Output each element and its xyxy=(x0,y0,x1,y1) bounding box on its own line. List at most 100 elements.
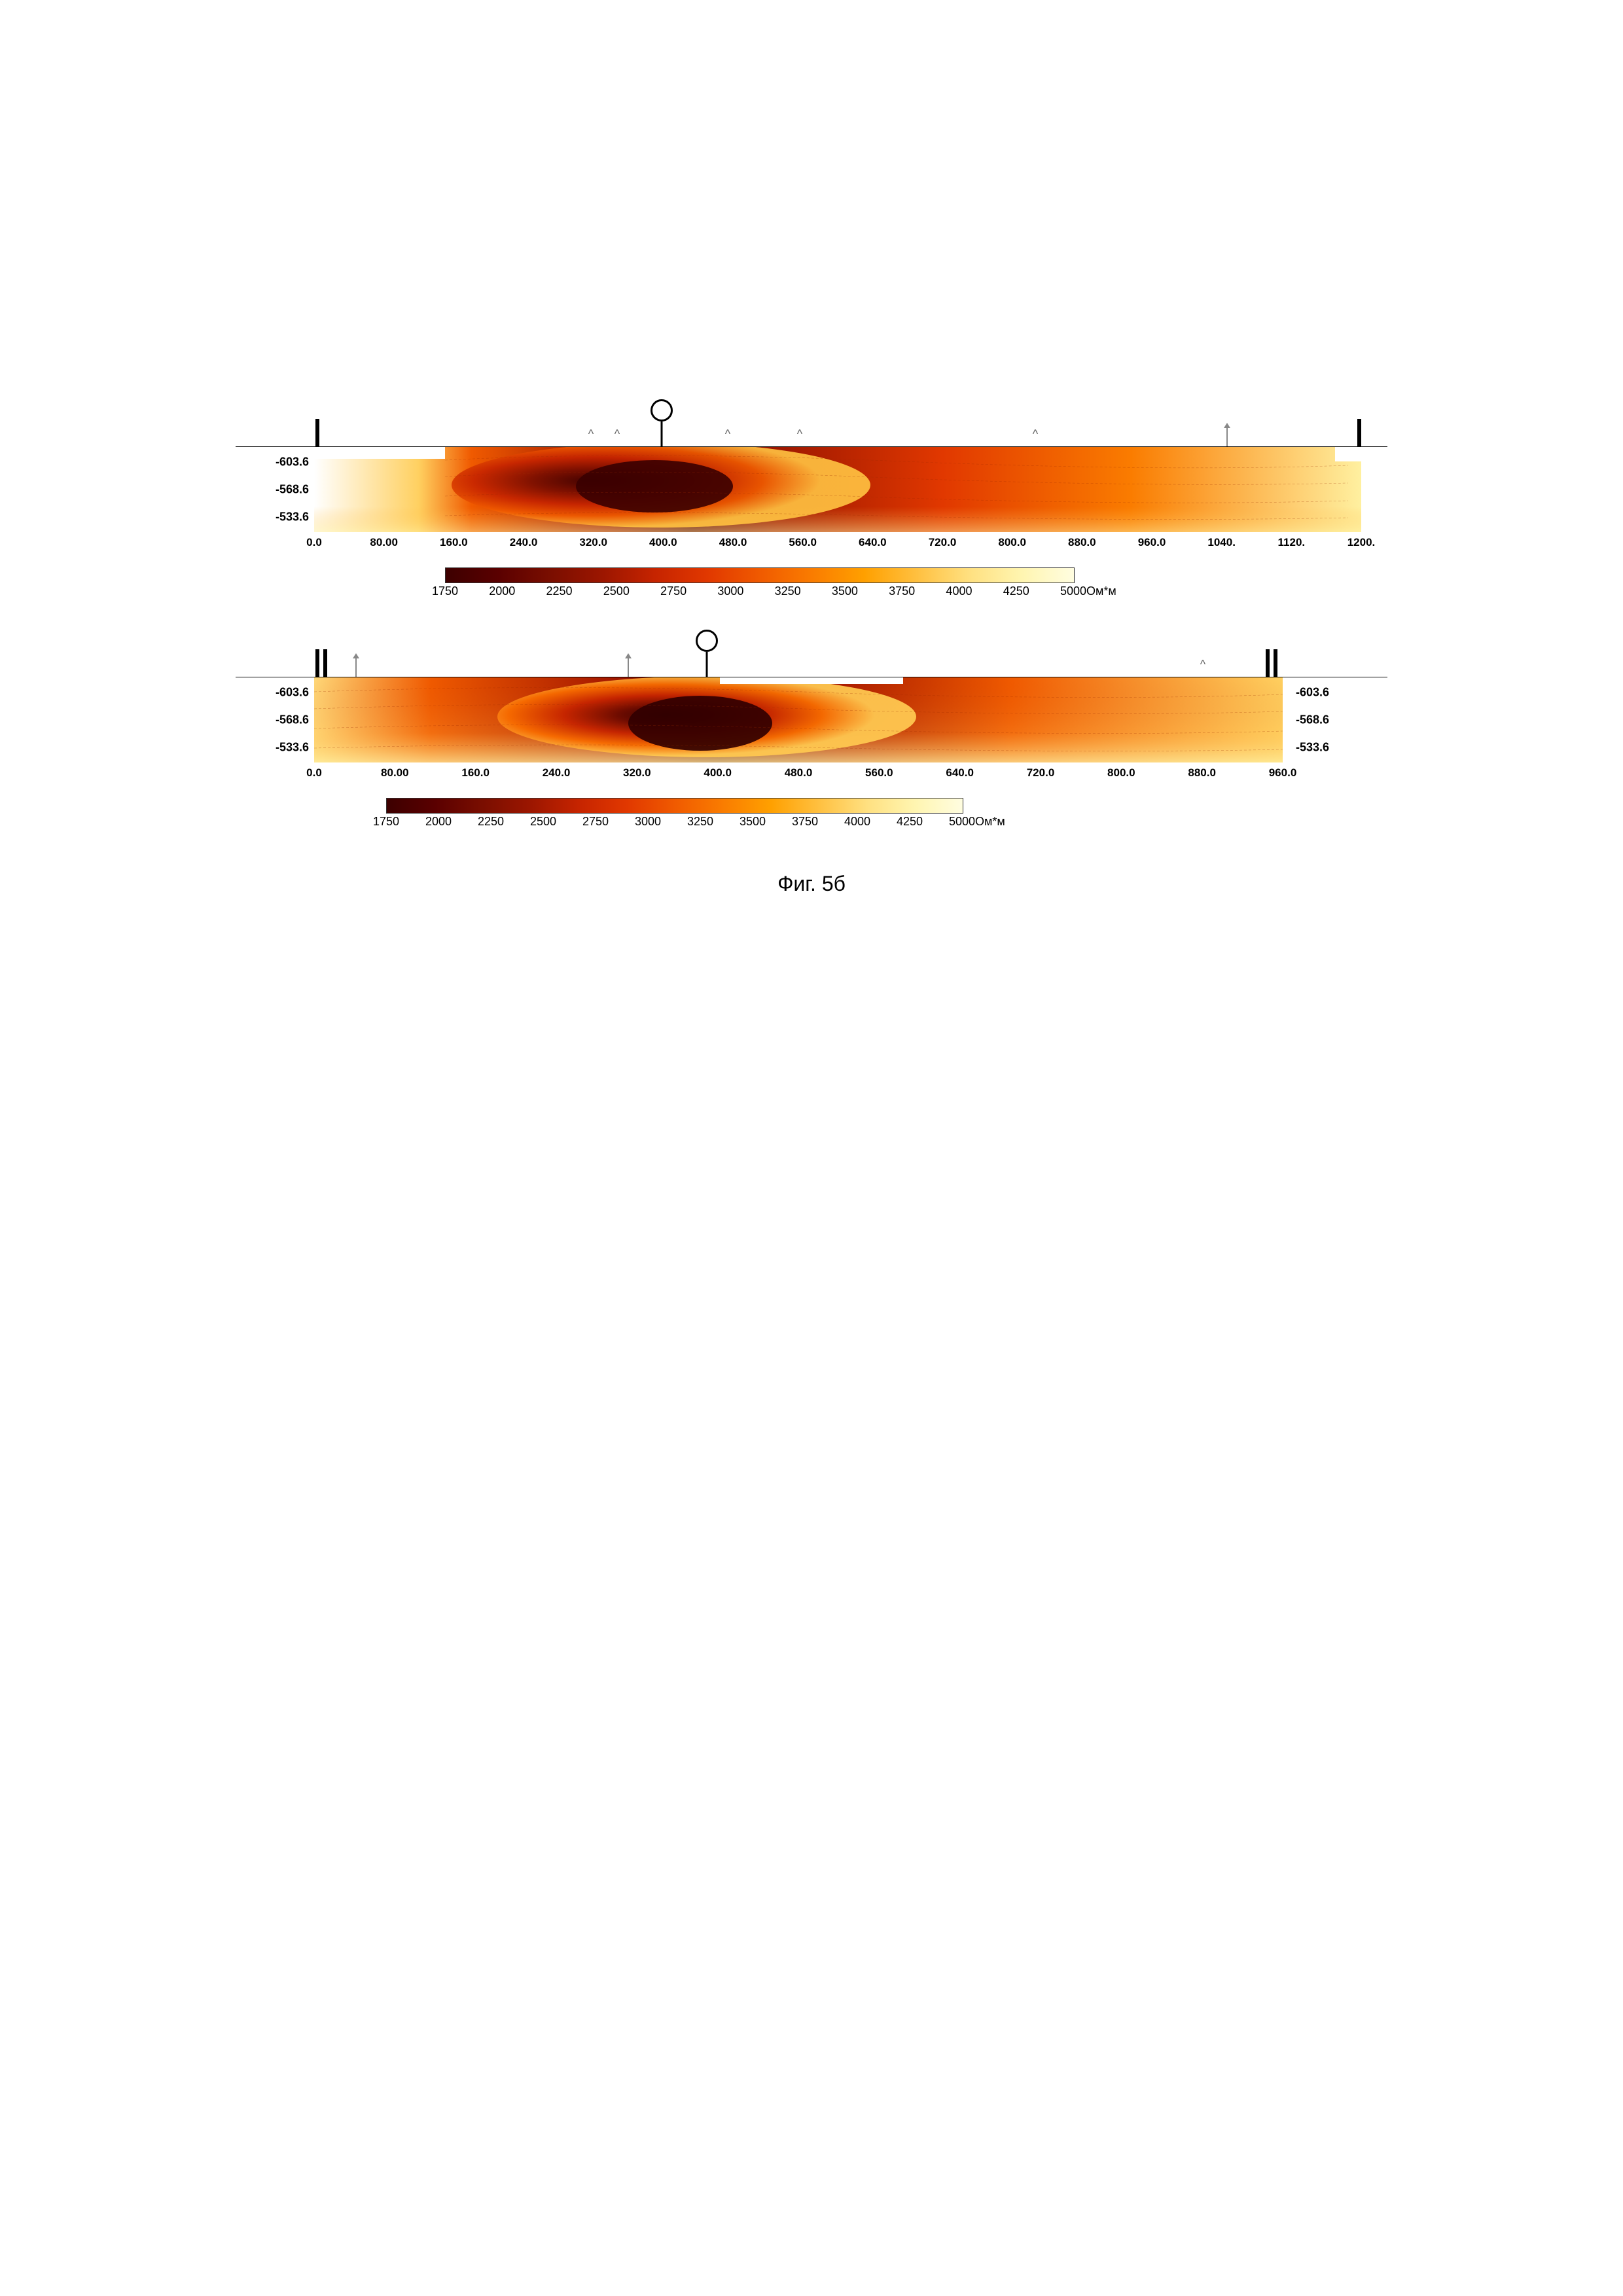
colorbar-labels: 1750200022502500275030003250350037504000… xyxy=(386,815,962,829)
colorbar-tick: 1750 xyxy=(373,815,399,829)
heatmap-bottom: -603.6 -568.6 -533.6 -603.6 -568.6 -533.… xyxy=(236,677,1387,762)
xtick: 800.0 xyxy=(998,536,1026,549)
caret-mark: ^ xyxy=(1200,658,1205,672)
xtick: 240.0 xyxy=(543,766,571,780)
colorbar-tick: 3500 xyxy=(740,815,766,829)
ytick: -603.6 xyxy=(1296,686,1329,700)
ytick: -533.6 xyxy=(260,510,309,524)
colorbar-tick: 3500 xyxy=(832,584,858,598)
colorbar-labels: 1750200022502500275030003250350037504000… xyxy=(445,584,1073,599)
ytick: -568.6 xyxy=(260,483,309,497)
ytick: -533.6 xyxy=(1296,740,1329,754)
colorbar-tick: 4000 xyxy=(844,815,870,829)
xtick: 400.0 xyxy=(649,536,677,549)
xtick: 880.0 xyxy=(1068,536,1096,549)
borehole-circle-icon xyxy=(651,399,673,422)
colorbar-tick: 3000 xyxy=(635,815,661,829)
annotation-row-bottom: ^ xyxy=(236,631,1387,677)
colorbar-tick: 2750 xyxy=(660,584,687,598)
colorbar-tick: 4000 xyxy=(946,584,972,598)
colorbar-tick: 4250 xyxy=(897,815,923,829)
xtick: 880.0 xyxy=(1188,766,1216,780)
xtick: 80.00 xyxy=(381,766,409,780)
colorbar-unit: Ом*м xyxy=(1086,584,1116,598)
arrow-mark xyxy=(355,657,357,677)
page: ^ ^ ^ ^ ^ -603.6 -568.6 -533.6 xyxy=(0,0,1623,2296)
xtick: 1120. xyxy=(1278,536,1306,549)
colorbar-tick: 2750 xyxy=(582,815,609,829)
ytick: -533.6 xyxy=(260,740,309,754)
colorbar-tick: 2250 xyxy=(546,584,573,598)
xtick: 1200. xyxy=(1347,536,1376,549)
xtick: 160.0 xyxy=(440,536,468,549)
section-mark-left xyxy=(315,649,319,677)
colorbar-tick: 2500 xyxy=(530,815,556,829)
profile-top: ^ ^ ^ ^ ^ -603.6 -568.6 -533.6 xyxy=(236,401,1387,603)
xaxis-bottom: 0.0 80.00 160.0 240.0 320.0 400.0 480.0 560.0 64… xyxy=(236,764,1387,783)
xtick: 0.0 xyxy=(306,766,322,780)
xtick: 720.0 xyxy=(1027,766,1055,780)
section-mark-left xyxy=(323,649,327,677)
colorbar-gradient xyxy=(445,567,1075,583)
ytick: -603.6 xyxy=(260,686,309,700)
xtick: 160.0 xyxy=(461,766,490,780)
figure-caption: Фиг. 5б xyxy=(236,872,1387,896)
xtick: 320.0 xyxy=(579,536,607,549)
annotation-row-top: ^ ^ ^ ^ ^ xyxy=(236,401,1387,446)
xtick: 960.0 xyxy=(1138,536,1166,549)
colorbar-tick: 2250 xyxy=(478,815,504,829)
colorbar-tick: 5000 xyxy=(949,815,975,829)
caret-mark: ^ xyxy=(725,427,730,441)
xtick: 480.0 xyxy=(719,536,747,549)
xtick: 960.0 xyxy=(1269,766,1297,780)
colorbar-gradient xyxy=(386,798,963,814)
xtick: 560.0 xyxy=(789,536,817,549)
colorbar-tick: 3250 xyxy=(687,815,713,829)
caret-mark: ^ xyxy=(1033,427,1038,441)
colorbar-tick: 5000 xyxy=(1060,584,1086,598)
ytick: -603.6 xyxy=(260,456,309,469)
section-mark-right xyxy=(1274,649,1277,677)
colorbar-bottom: 1750 2000 2250 2500 2750 3000 3250 3500 3750 4000… xyxy=(236,798,1387,834)
xtick: 320.0 xyxy=(623,766,651,780)
colorbar-tick: 3250 xyxy=(775,584,801,598)
arrow-mark xyxy=(1226,427,1228,446)
colorbar-tick: 3750 xyxy=(792,815,818,829)
xtick: 1040. xyxy=(1207,536,1236,549)
caret-mark: ^ xyxy=(615,427,620,441)
ytick: -568.6 xyxy=(1296,713,1329,727)
arrow-mark xyxy=(628,657,629,677)
heatmap-top: -603.6 -568.6 -533.6 xyxy=(236,446,1387,532)
caret-mark: ^ xyxy=(588,427,594,441)
profile-bottom: ^ -603.6 -568.6 -533.6 -603.6 -568.6 -53… xyxy=(236,631,1387,834)
heatmap-canvas xyxy=(314,447,1361,532)
caret-mark: ^ xyxy=(797,427,802,441)
heatmap-canvas xyxy=(314,677,1283,762)
section-mark-right xyxy=(1357,419,1361,446)
xtick: 0.0 xyxy=(306,536,322,549)
colorbar-tick: 4250 xyxy=(1003,584,1029,598)
colorbar-tick: 2000 xyxy=(425,815,452,829)
colorbar-tick: 3000 xyxy=(717,584,743,598)
colorbar-unit: Ом*м xyxy=(975,815,1005,829)
xaxis-top: 0.0 80.00 160.0 240.0 320.0 400.0 480.0 560.0 64… xyxy=(236,533,1387,553)
ytick: -568.6 xyxy=(260,713,309,727)
section-mark-left xyxy=(315,419,319,446)
xtick: 80.00 xyxy=(370,536,398,549)
xtick: 800.0 xyxy=(1107,766,1135,780)
colorbar-tick: 1750 xyxy=(432,584,458,598)
xtick: 640.0 xyxy=(859,536,887,549)
xtick: 720.0 xyxy=(929,536,957,549)
borehole-circle-icon xyxy=(696,630,718,652)
colorbar-tick: 3750 xyxy=(889,584,915,598)
colorbar-top: 1750 2000 2250 2500 2750 3000 3250 3500 3750 4000… xyxy=(236,567,1387,603)
xtick: 480.0 xyxy=(785,766,813,780)
colorbar-tick: 2500 xyxy=(603,584,630,598)
xtick: 640.0 xyxy=(946,766,974,780)
figure-block: ^ ^ ^ ^ ^ -603.6 -568.6 -533.6 xyxy=(236,401,1387,834)
section-mark-right xyxy=(1266,649,1270,677)
xtick: 560.0 xyxy=(865,766,893,780)
xtick: 400.0 xyxy=(704,766,732,780)
colorbar-tick: 2000 xyxy=(489,584,515,598)
xtick: 240.0 xyxy=(510,536,538,549)
